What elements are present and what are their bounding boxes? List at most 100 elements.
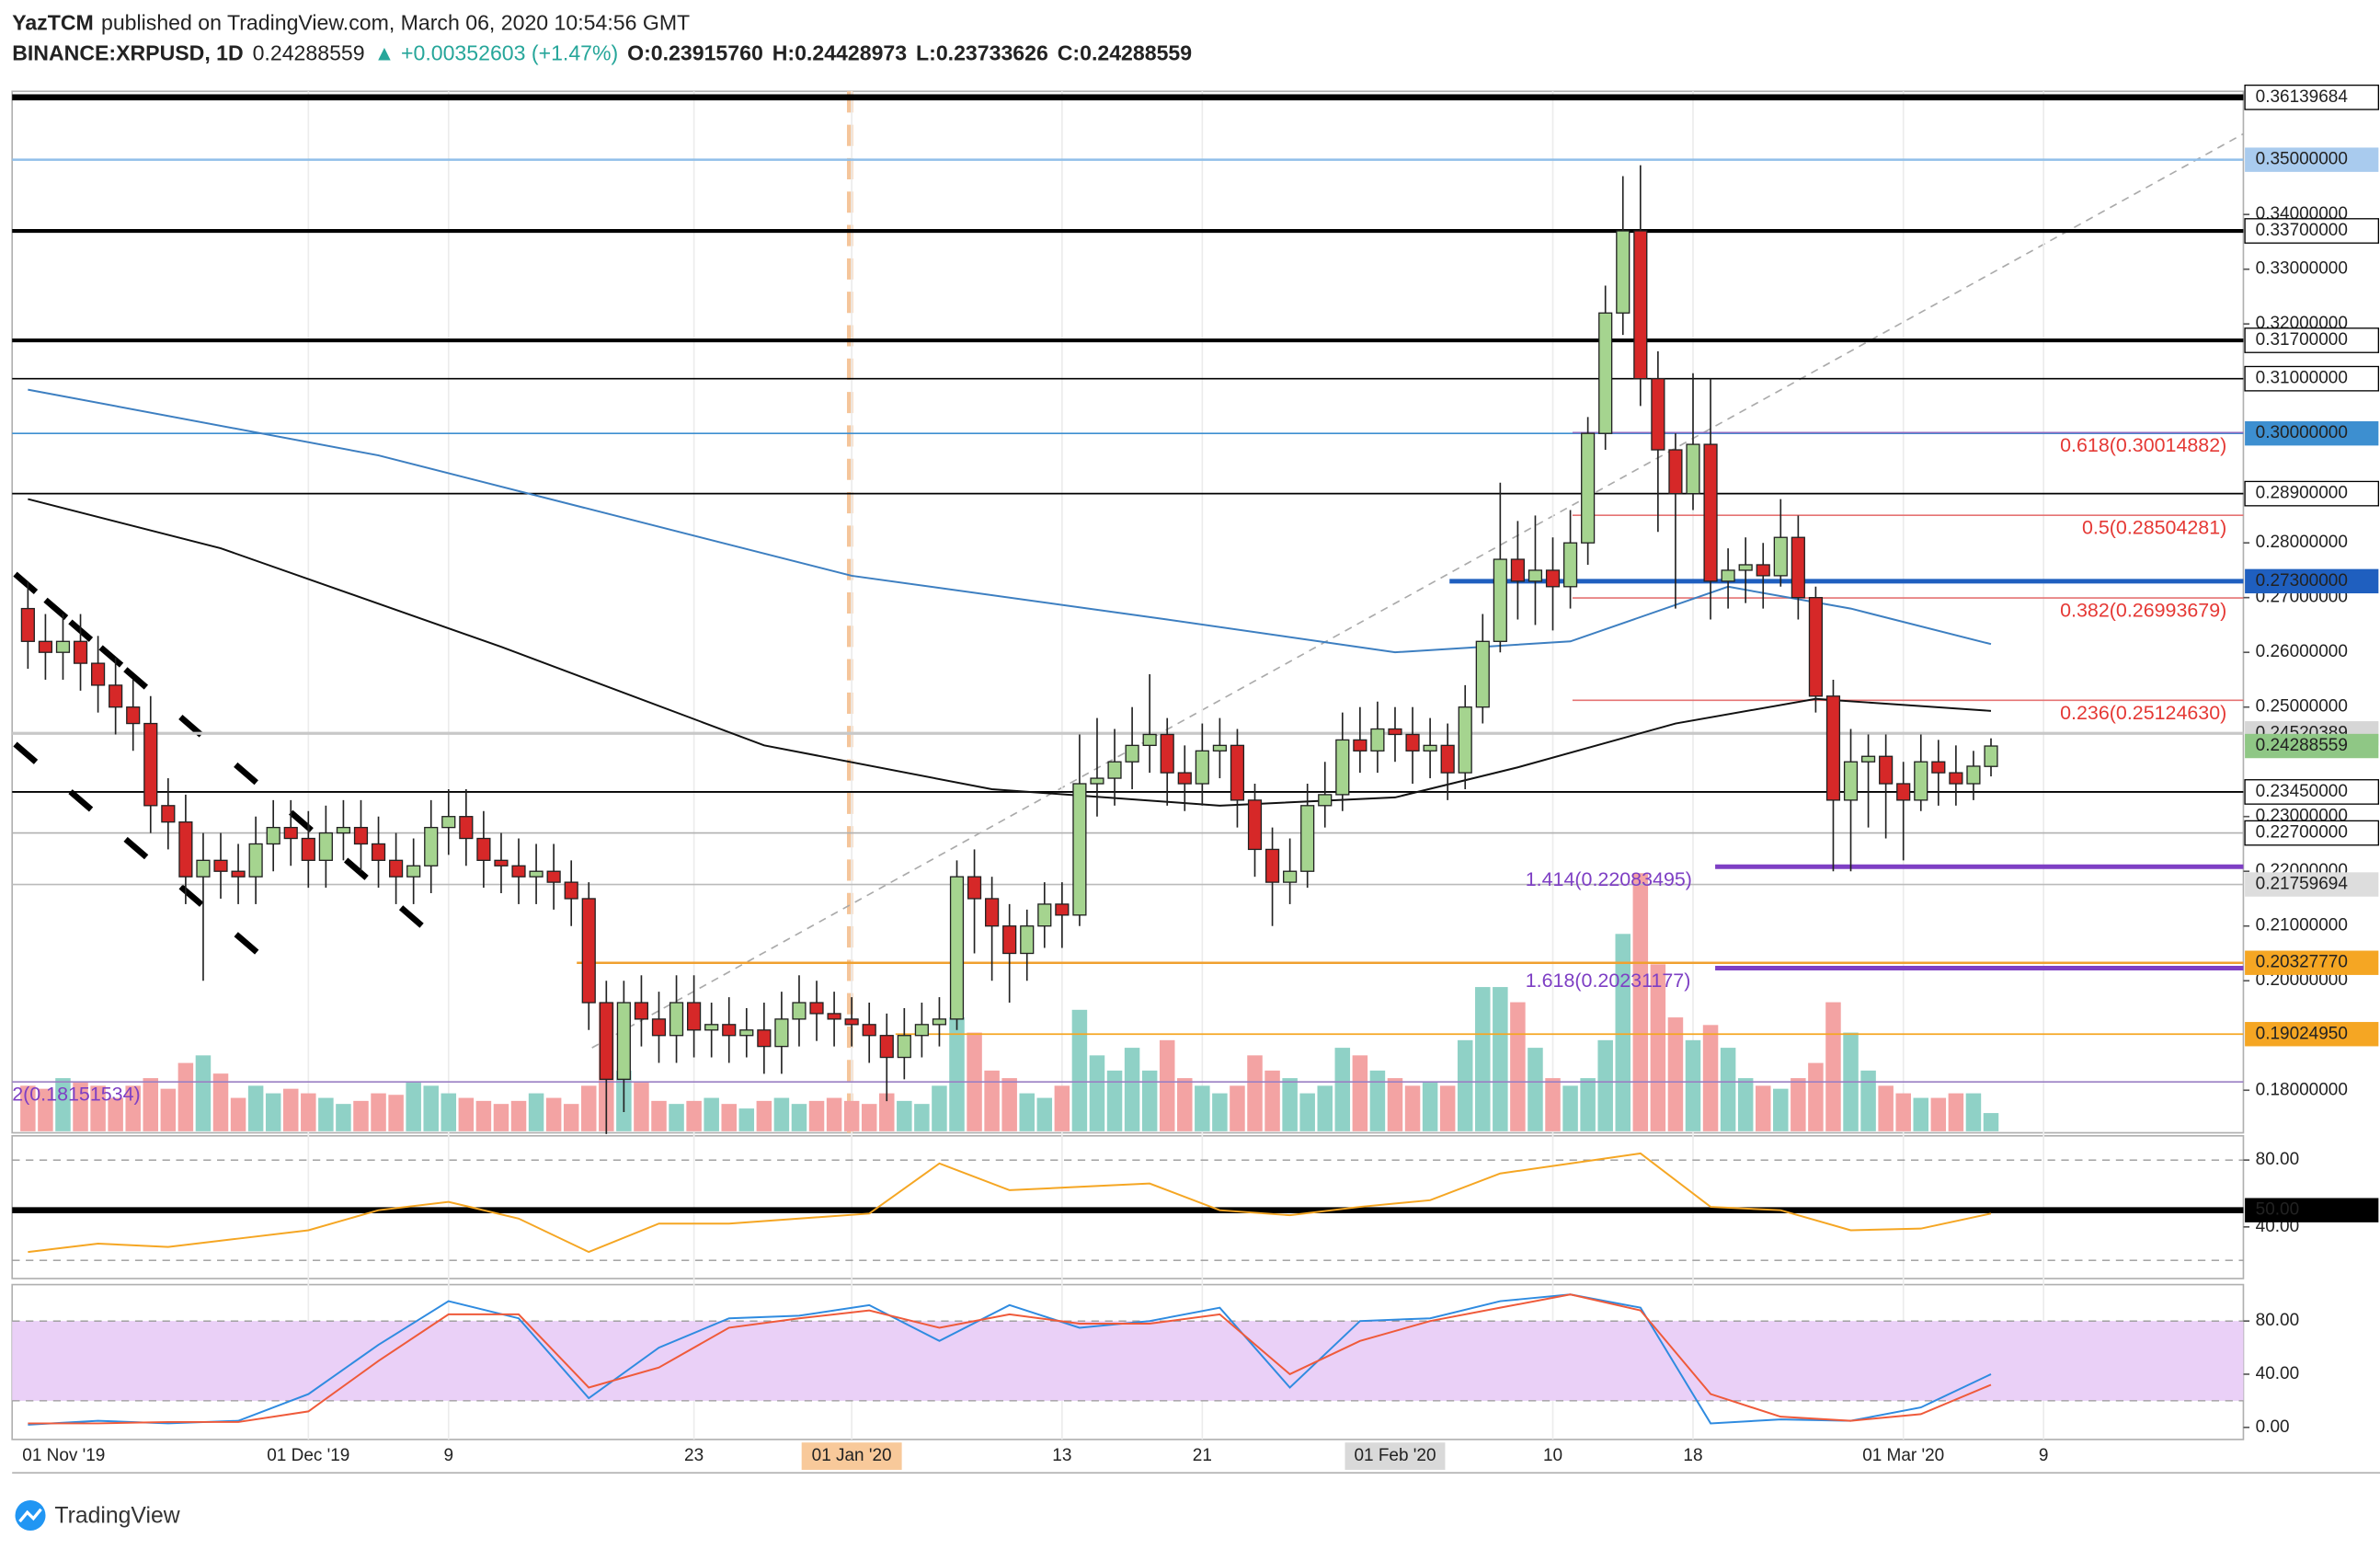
candle-body [985, 898, 1000, 927]
y-tick-label: 80.00 [2256, 1150, 2299, 1169]
high: H:0.24428973 [772, 41, 908, 65]
volume-bar [826, 1097, 842, 1131]
candle-body [739, 1029, 754, 1037]
volume-bar [1930, 1097, 1947, 1131]
candle-body [1440, 744, 1455, 774]
price-label: 0.36139684 [2256, 87, 2348, 107]
volume-bar [282, 1088, 299, 1131]
candle-body [1125, 744, 1139, 763]
candle-body [1037, 903, 1052, 927]
candle-body [1966, 765, 1981, 785]
candle-body [318, 832, 333, 861]
volume-bar [1895, 1093, 1911, 1131]
candle-body [1177, 772, 1192, 785]
volume-bar [1369, 1070, 1386, 1131]
indicator-line [28, 498, 1992, 807]
candle-body [1300, 805, 1315, 872]
volume-bar [1650, 964, 1666, 1131]
candle-body [143, 722, 158, 807]
candle-body [1686, 443, 1700, 495]
x-tick-label: 9 [443, 1446, 453, 1465]
price-label: 0.33700000 [2256, 221, 2348, 240]
candle-body [529, 870, 544, 878]
volume-bar [1493, 987, 1508, 1131]
price-label: 50.00 [2256, 1200, 2299, 1220]
logo-glyph [18, 1508, 42, 1523]
volume-bar [1334, 1048, 1351, 1131]
fib-label: 0.236(0.25124630) [2060, 702, 2226, 724]
volume-bar [1702, 1025, 1719, 1131]
candle-body [862, 1024, 876, 1037]
indicator-line [28, 1293, 1992, 1425]
volume-bar [914, 1104, 930, 1131]
volume-bar [1124, 1048, 1140, 1131]
candle-body [879, 1035, 894, 1059]
close: C:0.24288559 [1058, 41, 1192, 65]
price-label-box [2244, 84, 2380, 110]
price-label-box [2244, 820, 2380, 846]
fib-label: 2(0.18151534) [12, 1084, 140, 1106]
volume-bar [1387, 1078, 1403, 1131]
candle-body [809, 1002, 824, 1015]
volume-bar [1737, 1078, 1754, 1131]
candle-body [634, 1002, 649, 1020]
volume-bar [773, 1097, 790, 1131]
candle-body [1931, 761, 1946, 774]
price-label: 0.30000000 [2256, 423, 2348, 442]
candle-body [301, 837, 315, 861]
price-label-box [2244, 365, 2380, 392]
volume-bar [756, 1100, 772, 1131]
candle-body [231, 870, 246, 878]
price-label: 0.28900000 [2256, 484, 2348, 503]
price-label-box [2245, 1198, 2379, 1222]
price-label-box [2245, 420, 2379, 446]
volume-bar [1299, 1093, 1315, 1131]
volume-bar [143, 1078, 159, 1131]
last-price-label: 0.24288559 [2256, 736, 2348, 755]
candle-body [1914, 761, 1928, 801]
candle-body [1825, 695, 1841, 801]
candle-body [1703, 443, 1718, 582]
candle-body [1335, 739, 1350, 796]
y-tick-label: 0.21000000 [2256, 916, 2348, 935]
candle-body [1545, 569, 1561, 588]
volume-bar [1106, 1070, 1123, 1131]
volume-bar [1089, 1055, 1105, 1131]
candle-body [1055, 903, 1070, 916]
price-label-box [2245, 1022, 2379, 1047]
volume-bar [90, 1085, 106, 1131]
price-label: 0.23450000 [2256, 782, 2348, 801]
volume-bar [897, 1100, 912, 1131]
candle-body [844, 1018, 859, 1026]
candle-body [1212, 744, 1227, 752]
candle-body [424, 826, 439, 866]
volume-bar [1965, 1093, 1982, 1131]
volume-bar [1475, 987, 1491, 1131]
candle-body [827, 1013, 841, 1020]
volume-bar [20, 1085, 36, 1131]
band [12, 1321, 2244, 1401]
candle-body [91, 662, 106, 686]
candle-body [792, 1002, 807, 1020]
candle-body [1493, 558, 1507, 642]
candle-body [687, 1002, 702, 1031]
candle-body [109, 684, 123, 708]
candle-body [1090, 777, 1104, 785]
candle-body [1633, 230, 1648, 380]
candle-body [599, 1002, 613, 1081]
volume-bar [704, 1097, 719, 1131]
volume-bar [1422, 1083, 1438, 1131]
y-tick-label: 0.20000000 [2256, 970, 2348, 990]
price-label: 0.31700000 [2256, 330, 2348, 350]
volume-bar [651, 1100, 667, 1131]
price-label: 0.31000000 [2256, 369, 2348, 388]
candle-body [1264, 848, 1280, 883]
volume-bar [108, 1097, 123, 1131]
logo: TradingView [15, 1499, 180, 1531]
volume-bar [353, 1100, 369, 1131]
candle-body [1651, 378, 1665, 451]
volume-bar [1720, 1048, 1736, 1131]
candle-body [1230, 744, 1245, 801]
candle-body [1949, 772, 1963, 785]
